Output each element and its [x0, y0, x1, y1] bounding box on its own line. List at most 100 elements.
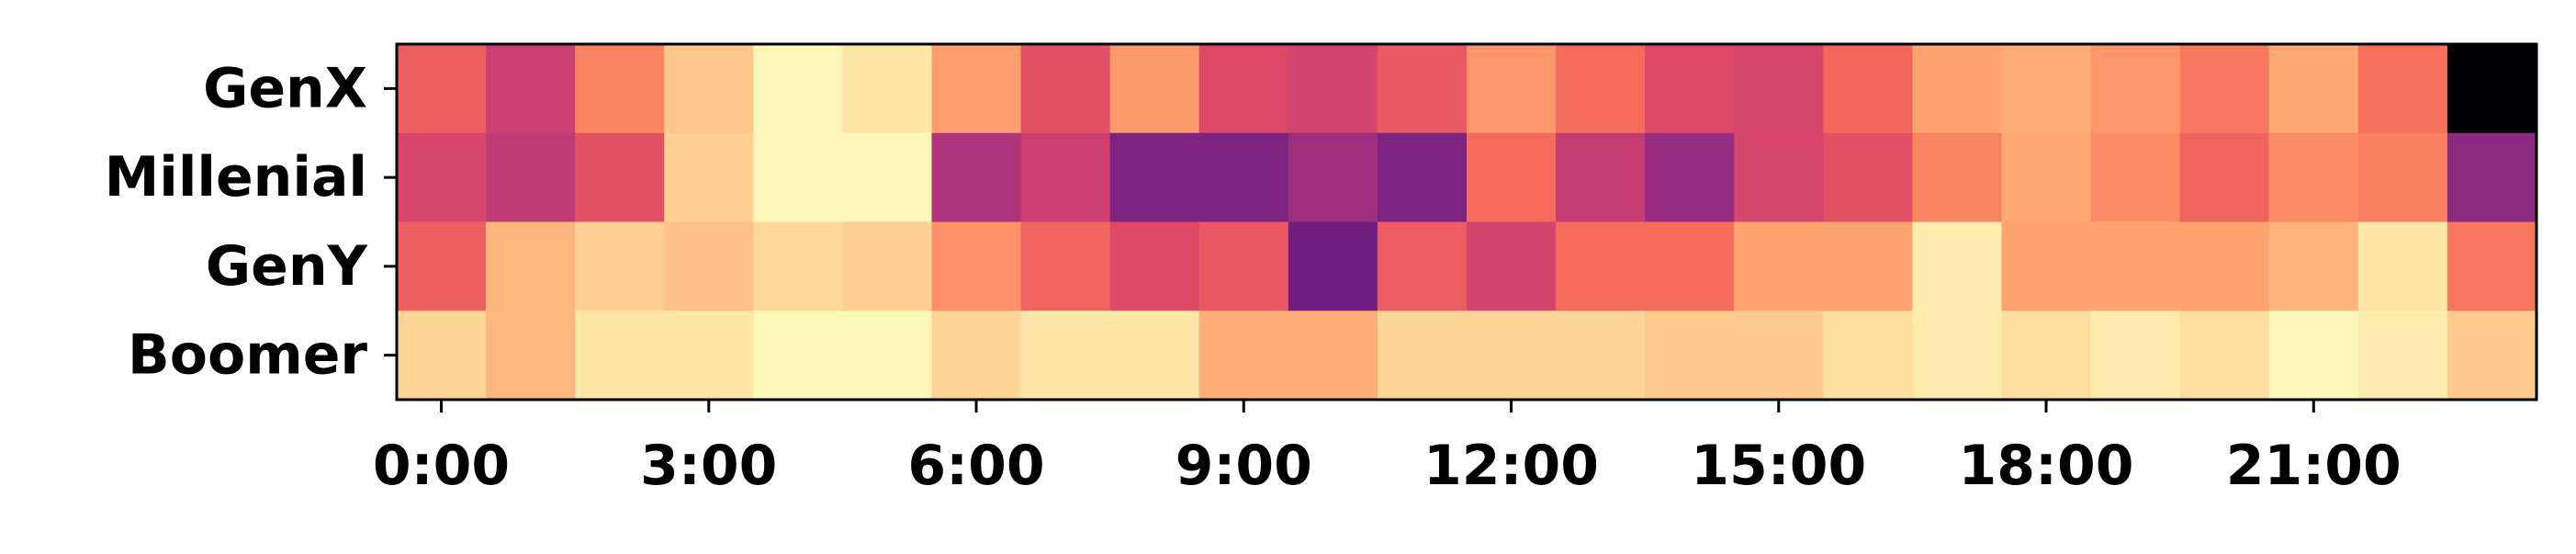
heatmap-cell — [842, 44, 933, 134]
heatmap-cell — [1467, 132, 1557, 223]
heatmap-cell — [1467, 44, 1557, 134]
heatmap-cell — [664, 221, 754, 311]
heatmap-cell — [2001, 311, 2092, 401]
plot-frame — [395, 42, 2538, 401]
heatmap-cell — [1288, 311, 1378, 401]
heatmap-cell — [575, 221, 665, 311]
heatmap-cell — [1109, 132, 1200, 223]
heatmap-cell — [753, 221, 844, 311]
heatmap-cell — [1377, 132, 1468, 223]
x-tick-label: 18:00 — [1959, 434, 2134, 498]
heatmap-cell — [2001, 44, 2092, 134]
heatmap-cell — [1645, 44, 1735, 134]
heatmap-cell — [575, 311, 665, 401]
x-tick-label: 3:00 — [640, 434, 777, 498]
heatmap-cell — [1020, 311, 1111, 401]
heatmap-cell — [1377, 44, 1468, 134]
heatmap-cell — [2179, 132, 2270, 223]
heatmap-cell — [2357, 221, 2448, 311]
heatmap-cell — [2357, 44, 2448, 134]
heatmap-cell — [1288, 44, 1378, 134]
heatmap-cell — [1109, 311, 1200, 401]
heatmap-cell — [397, 221, 487, 311]
heatmap-cell — [2268, 221, 2359, 311]
x-tick-label: 0:00 — [373, 434, 510, 498]
heatmap-cell — [2090, 132, 2181, 223]
heatmap-cell — [2357, 311, 2448, 401]
heatmap-cell — [1912, 132, 2003, 223]
heatmap-cell — [842, 311, 933, 401]
heatmap-cell — [753, 44, 844, 134]
heatmap-cells — [397, 44, 2537, 401]
y-axis: GenX Millenial GenY Boomer — [105, 56, 397, 388]
heatmap-cell — [842, 221, 933, 311]
heatmap-cell — [2447, 311, 2537, 401]
heatmap-cell — [1823, 132, 1914, 223]
heatmap-cell — [753, 311, 844, 401]
heatmap-cell — [1734, 132, 1824, 223]
heatmap-cell — [842, 132, 933, 223]
y-tick-label: Boomer — [128, 323, 367, 388]
heatmap-cell — [575, 132, 665, 223]
heatmap-cell — [2090, 311, 2181, 401]
x-tick-label: 15:00 — [1691, 434, 1866, 498]
heatmap-cell — [2179, 311, 2270, 401]
heatmap-cell — [2001, 132, 2092, 223]
heatmap-cell — [1645, 311, 1735, 401]
heatmap-cell — [1823, 311, 1914, 401]
heatmap-cell — [1556, 221, 1646, 311]
heatmap-cell — [2090, 221, 2181, 311]
heatmap-cell — [486, 311, 576, 401]
heatmap-cell — [1377, 311, 1468, 401]
x-tick-label: 6:00 — [907, 434, 1044, 498]
heatmap-cell — [664, 44, 754, 134]
heatmap-cell — [1020, 221, 1111, 311]
heatmap-cell — [931, 221, 1022, 311]
heatmap-cell — [486, 132, 576, 223]
y-tick-label: Millenial — [105, 145, 367, 209]
heatmap-cell — [1198, 221, 1289, 311]
heatmap-cell — [2268, 311, 2359, 401]
heatmap-cell — [753, 132, 844, 223]
heatmap-cell — [1556, 311, 1646, 401]
heatmap-cell — [1109, 44, 1200, 134]
heatmap-cell — [1198, 44, 1289, 134]
x-tick-label: 12:00 — [1423, 434, 1599, 498]
heatmap-cell — [1645, 221, 1735, 311]
heatmap-cell — [1020, 132, 1111, 223]
y-tick-label: GenY — [206, 234, 369, 299]
heatmap-cell — [664, 132, 754, 223]
heatmap-cell — [931, 132, 1022, 223]
heatmap-cell — [2268, 44, 2359, 134]
heatmap-cell — [1556, 44, 1646, 134]
heatmap-cell — [486, 221, 576, 311]
x-tick-label: 21:00 — [2226, 434, 2402, 498]
heatmap-cell — [1823, 44, 1914, 134]
heatmap-cell — [1288, 132, 1378, 223]
heatmap-cell — [2179, 44, 2270, 134]
heatmap-cell — [1288, 221, 1378, 311]
heatmap-cell — [2447, 44, 2537, 134]
heatmap-cell — [1467, 221, 1557, 311]
heatmap-cell — [1556, 132, 1646, 223]
heatmap-cell — [1734, 311, 1824, 401]
heatmap-cell — [1109, 221, 1200, 311]
heatmap-cell — [486, 44, 576, 134]
heatmap-cell — [575, 44, 665, 134]
heatmap-cell — [931, 311, 1022, 401]
heatmap-cell — [397, 44, 487, 134]
heatmap-cell — [397, 132, 487, 223]
heatmap-cell — [1467, 311, 1557, 401]
heatmap-cell — [2357, 132, 2448, 223]
heatmap-cell — [1734, 44, 1824, 134]
x-tick-label: 9:00 — [1176, 434, 1312, 498]
heatmap-cell — [1912, 221, 2003, 311]
heatmap-cell — [1823, 221, 1914, 311]
heatmap-cell — [1198, 311, 1289, 401]
heatmap-cell — [1645, 132, 1735, 223]
heatmap-cell — [2447, 221, 2537, 311]
x-axis: 0:00 3:00 6:00 9:00 12:00 15:00 18:00 21:00 — [373, 400, 2402, 498]
heatmap-cell — [2179, 221, 2270, 311]
heatmap-cell — [1912, 311, 2003, 401]
